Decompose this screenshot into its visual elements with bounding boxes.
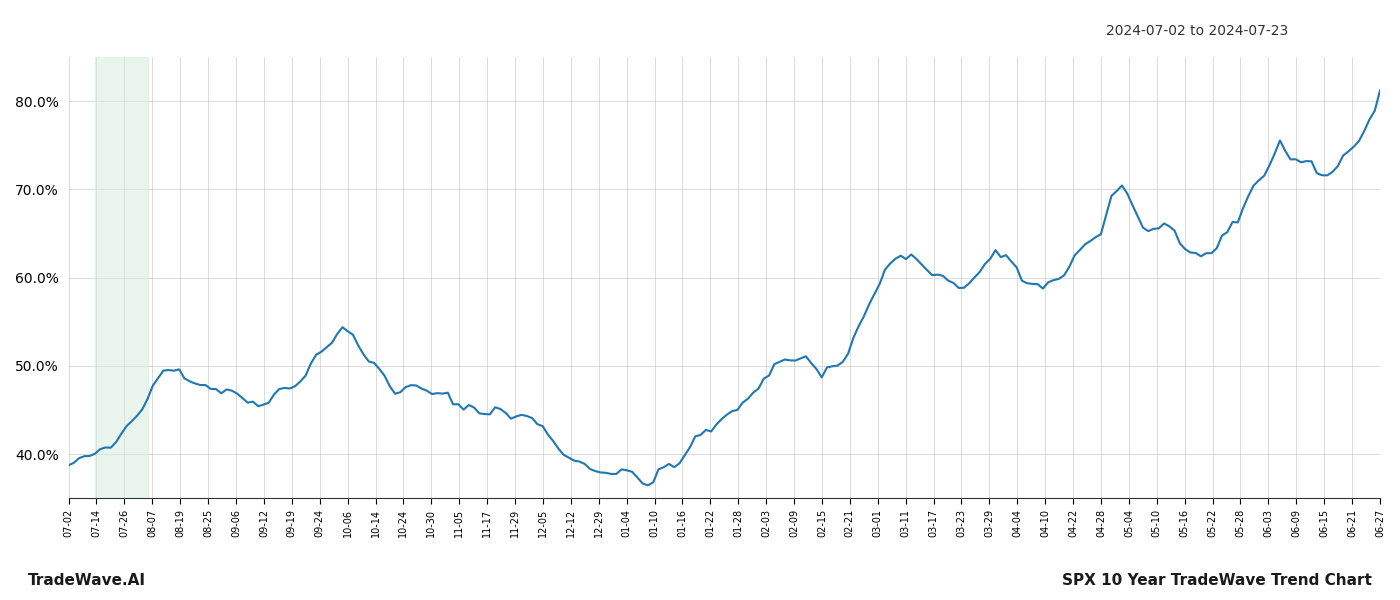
Text: TradeWave.AI: TradeWave.AI [28, 573, 146, 588]
Bar [95, 57, 147, 498]
Text: SPX 10 Year TradeWave Trend Chart: SPX 10 Year TradeWave Trend Chart [1063, 573, 1372, 588]
Text: 2024-07-02 to 2024-07-23: 2024-07-02 to 2024-07-23 [1106, 24, 1288, 38]
